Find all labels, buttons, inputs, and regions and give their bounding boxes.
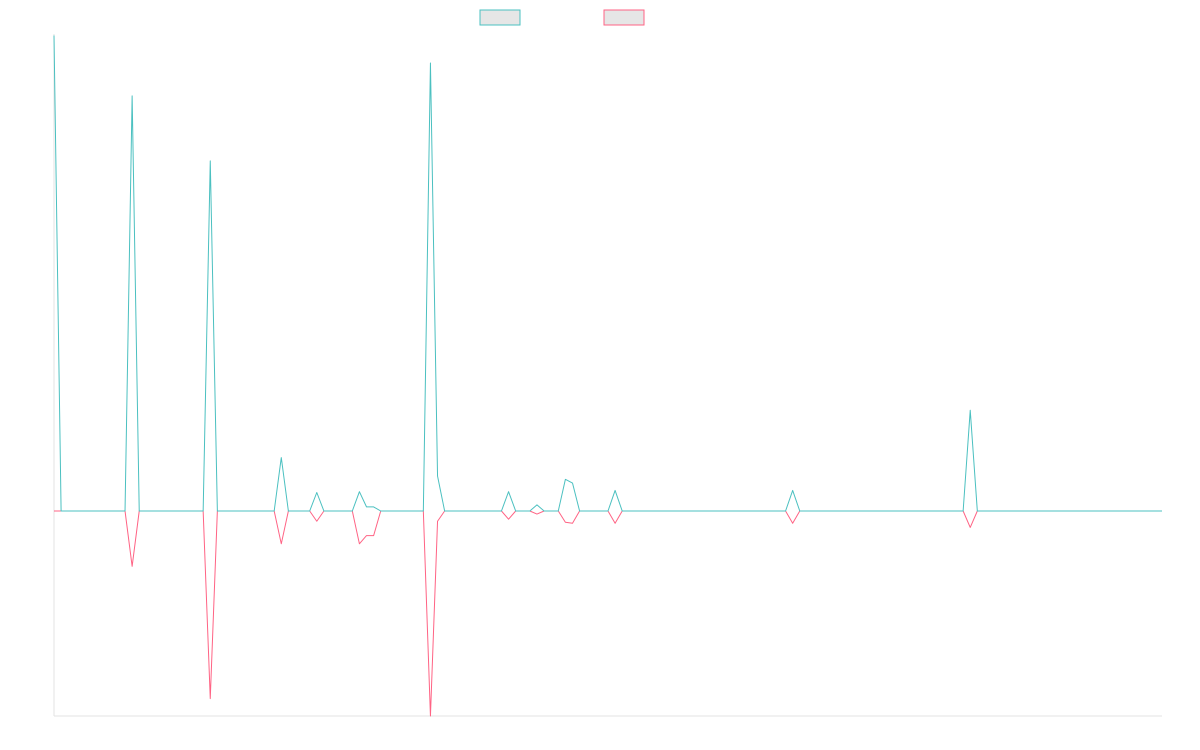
legend-swatch-1[interactable]	[479, 9, 521, 26]
plot-area	[53, 34, 1162, 717]
series-line-1	[53, 35, 1162, 512]
legend	[479, 9, 645, 26]
legend-swatch-2[interactable]	[603, 9, 645, 26]
series-line-2	[54, 510, 1162, 717]
